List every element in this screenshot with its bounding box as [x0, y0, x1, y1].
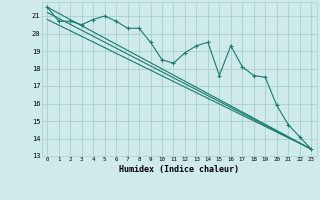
X-axis label: Humidex (Indice chaleur): Humidex (Indice chaleur)	[119, 165, 239, 174]
